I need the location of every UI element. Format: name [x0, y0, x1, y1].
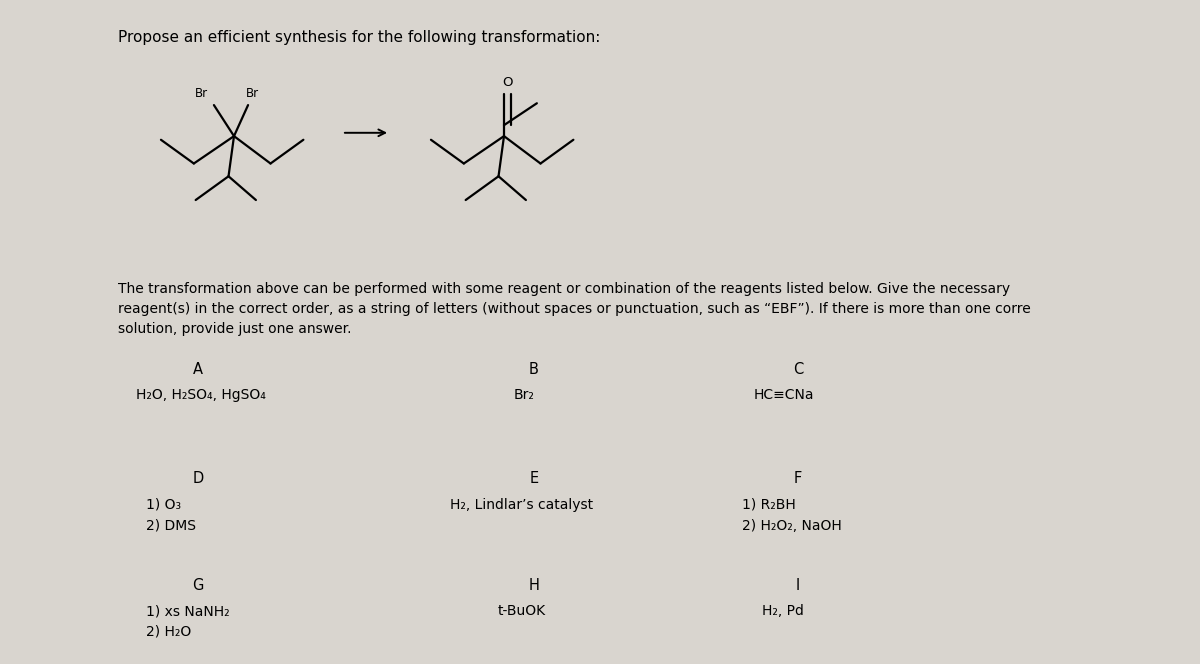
Text: E: E — [529, 471, 539, 487]
Text: H₂O, H₂SO₄, HgSO₄: H₂O, H₂SO₄, HgSO₄ — [136, 388, 265, 402]
Text: G: G — [192, 578, 204, 593]
Text: F: F — [794, 471, 802, 487]
Text: I: I — [796, 578, 800, 593]
Text: Br₂: Br₂ — [514, 388, 534, 402]
Text: 1) O₃
2) DMS: 1) O₃ 2) DMS — [146, 498, 197, 533]
Text: O: O — [503, 76, 512, 89]
Text: H₂, Pd: H₂, Pd — [762, 604, 804, 618]
Text: A: A — [193, 362, 203, 377]
Text: H₂, Lindlar’s catalyst: H₂, Lindlar’s catalyst — [450, 498, 593, 512]
Text: H: H — [528, 578, 540, 593]
Text: D: D — [192, 471, 204, 487]
Text: 1) xs NaNH₂
2) H₂O: 1) xs NaNH₂ 2) H₂O — [146, 604, 230, 639]
Text: B: B — [529, 362, 539, 377]
Text: Br: Br — [194, 87, 208, 100]
Text: 1) R₂BH
2) H₂O₂, NaOH: 1) R₂BH 2) H₂O₂, NaOH — [742, 498, 841, 533]
Text: Br: Br — [246, 87, 259, 100]
Text: t-BuOK: t-BuOK — [498, 604, 546, 618]
Text: Propose an efficient synthesis for the following transformation:: Propose an efficient synthesis for the f… — [118, 30, 600, 45]
Text: The transformation above can be performed with some reagent or combination of th: The transformation above can be performe… — [118, 282, 1031, 336]
Text: HC≡CNa: HC≡CNa — [754, 388, 814, 402]
Text: C: C — [793, 362, 803, 377]
